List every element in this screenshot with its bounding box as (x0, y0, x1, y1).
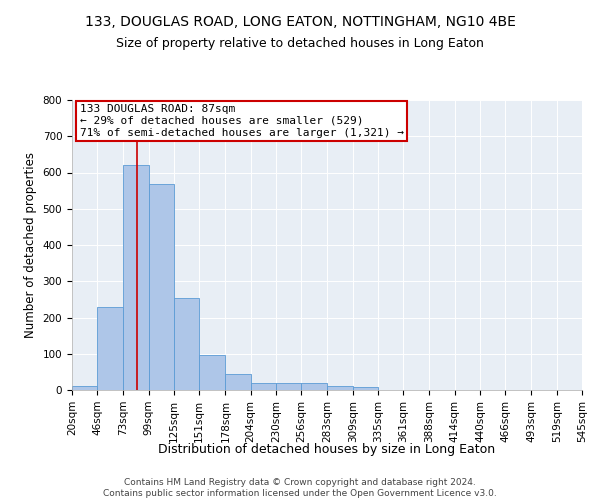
Text: Contains HM Land Registry data © Crown copyright and database right 2024.
Contai: Contains HM Land Registry data © Crown c… (103, 478, 497, 498)
Bar (353, 387, 378, 390)
Bar (276, 383, 301, 390)
Bar (226, 374, 251, 390)
Bar (97, 308, 124, 390)
Bar (174, 298, 199, 390)
Text: 133, DOUGLAS ROAD, LONG EATON, NOTTINGHAM, NG10 4BE: 133, DOUGLAS ROAD, LONG EATON, NOTTINGHA… (85, 15, 515, 29)
Bar (328, 386, 353, 390)
Text: 133 DOUGLAS ROAD: 87sqm
← 29% of detached houses are smaller (529)
71% of semi-d: 133 DOUGLAS ROAD: 87sqm ← 29% of detache… (80, 104, 404, 138)
Bar (199, 355, 226, 390)
Text: Size of property relative to detached houses in Long Eaton: Size of property relative to detached ho… (116, 38, 484, 51)
Bar (251, 383, 276, 390)
Bar (124, 165, 149, 390)
Y-axis label: Number of detached properties: Number of detached properties (24, 152, 37, 338)
Bar (149, 184, 174, 390)
Bar (301, 384, 328, 390)
Bar (72, 386, 97, 390)
Text: Distribution of detached houses by size in Long Eaton: Distribution of detached houses by size … (158, 442, 496, 456)
